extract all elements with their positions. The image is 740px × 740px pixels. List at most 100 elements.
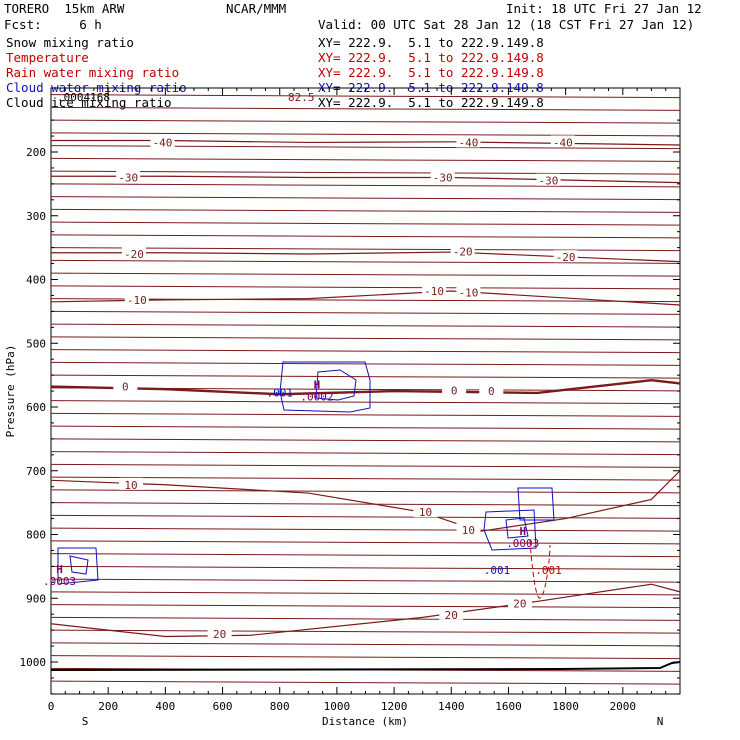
isotherm-line [50, 208, 681, 213]
maximum-value: .0002 [300, 390, 333, 403]
contour-label-bg [439, 607, 464, 620]
maximum-marker: H [314, 378, 321, 391]
isotherm-line [50, 502, 681, 507]
maximum-value: .0003 [43, 575, 76, 588]
y-tick-label: 500 [26, 337, 46, 350]
cloud-water-label: .001 [484, 564, 511, 577]
isotherm-line [50, 527, 681, 532]
init-time: Init: 18 UTC Fri 27 Jan 12 [506, 1, 702, 16]
temperature-label: -20 [556, 251, 576, 264]
isotherm-line [50, 463, 681, 468]
y-tick-label: 900 [26, 592, 46, 605]
isotherm-line [50, 578, 681, 583]
maximum-value: .0003 [506, 537, 539, 550]
temperature-label: 10 [462, 524, 475, 537]
isotherm-line [50, 106, 681, 111]
isotherm-line [50, 170, 681, 175]
temperature-label: 0 [488, 385, 495, 398]
isotherm-line [50, 642, 681, 647]
temperature-label: -20 [453, 245, 473, 258]
isotherm-line [50, 196, 681, 201]
x-tick-label: 0 [48, 700, 55, 713]
isotherm-line [50, 259, 681, 264]
contour-label-bg [207, 626, 232, 639]
temperature-label: -40 [153, 136, 173, 149]
x-tick-label: 2000 [610, 700, 637, 713]
cloud-water-contours [57, 361, 555, 585]
temperature-label: -30 [118, 172, 138, 185]
contour-label-bg [116, 170, 141, 183]
contour-label-bg [413, 505, 438, 518]
isotherm-line [50, 157, 681, 162]
isotherm-line [50, 349, 681, 354]
temperature-label: -40 [553, 136, 573, 149]
legend-field-name: Snow mixing ratio [6, 35, 134, 50]
x-tick-label: 200 [98, 700, 118, 713]
rain-water-label: .001 [535, 564, 562, 577]
isotherm-line [50, 285, 681, 290]
isotherm-line [50, 94, 681, 99]
isotherm-line [50, 336, 681, 341]
x-tick-label: 1200 [381, 700, 408, 713]
contour-label-bg [119, 477, 144, 490]
top-label-temperature: 82.5 [288, 91, 315, 104]
contour-label-bg [456, 285, 481, 298]
rain-water-contours [529, 539, 551, 599]
contour-label-bg [553, 250, 578, 263]
model-title: TORERO 15km ARW [4, 1, 125, 16]
temperature-label: -10 [458, 286, 478, 299]
contour-label-bg [450, 244, 475, 257]
legend-xy-range: XY= 222.9. 5.1 to 222.9.149.8 [318, 50, 544, 65]
contour-label-bg [442, 383, 467, 396]
cloud-water-label: .001 [266, 386, 293, 399]
x-tick-label: 800 [270, 700, 290, 713]
isotherm-line [50, 374, 681, 379]
temperature-contour [50, 379, 681, 396]
isotherm-line [50, 655, 681, 660]
y-tick-label: 700 [26, 465, 46, 478]
contour-labels: -40 -40 -40 -30 -30 -30 -20 -20 -20 -10 -10 -10 0 0 0 1… [43, 135, 578, 641]
temperature-contour [50, 583, 681, 638]
isotherm-line [50, 247, 681, 252]
contour-label-bg [124, 292, 149, 305]
temperature-contours [50, 94, 681, 685]
temperature-label: 20 [513, 597, 526, 610]
isotherm-line [50, 514, 681, 519]
isotherm-line [50, 234, 681, 239]
y-tick-label: 200 [26, 146, 46, 159]
temperature-contour [50, 470, 681, 532]
isotherm-line [50, 680, 681, 685]
isotherm-line [50, 412, 681, 417]
legend-field-name: Cloud ice mixing ratio [6, 95, 172, 110]
y-tick-label: 300 [26, 210, 46, 223]
y-tick-label: 1000 [20, 656, 47, 669]
y-axis-label: Pressure (hPa) [4, 345, 17, 438]
x-tick-label: 1000 [324, 700, 351, 713]
cloud-water-contour-right-inner [505, 517, 529, 539]
temperature-label: 20 [445, 609, 458, 622]
x-axis-label: Distance (km) [322, 715, 408, 728]
contour-label-bg [550, 135, 575, 148]
cloud-water-contour-left [57, 547, 99, 585]
temperature-label: 0 [122, 381, 129, 394]
x-tick-label: 1800 [552, 700, 579, 713]
contour-label-bg [507, 596, 532, 609]
isotherm-line [50, 183, 681, 188]
isotherm-line [50, 119, 681, 124]
isotherm-line [50, 565, 681, 570]
x-axis: 0 200 400 600 800 1000 1200 1400 1600 1800 2000 [48, 88, 681, 713]
x-tick-label: 1400 [438, 700, 465, 713]
isotherm-line [50, 604, 681, 609]
temperature-label: -30 [539, 175, 559, 188]
contour-label-bg [456, 135, 481, 148]
isotherm-line [50, 489, 681, 494]
y-tick-label: 600 [26, 401, 46, 414]
isotherm-line [50, 451, 681, 456]
rain-water-contour [529, 539, 551, 599]
isotherm-line [50, 400, 681, 405]
isotherm-line [50, 438, 681, 443]
legend-xy-range: XY= 222.9. 5.1 to 222.9.149.8 [318, 65, 544, 80]
maximum-marker: H [519, 525, 526, 538]
temperature-contour [51, 139, 681, 146]
